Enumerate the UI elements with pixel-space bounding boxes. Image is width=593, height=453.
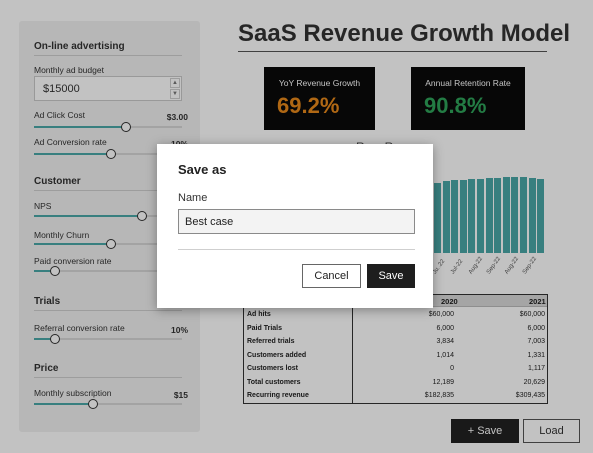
dialog-title: Save as xyxy=(178,162,227,177)
slider-fill xyxy=(34,270,55,272)
table-row-label: Total customers xyxy=(247,378,301,386)
page-title: SaaS Revenue Growth Model xyxy=(238,20,571,47)
slider-handle[interactable] xyxy=(49,266,60,276)
table-cell-2021: $309,435 xyxy=(515,392,545,399)
table-cell-2020: 0 xyxy=(450,365,454,372)
column-divider xyxy=(352,295,353,403)
referral-conversion-rate-label: Referral conversion rate xyxy=(34,323,125,333)
table-cell-2021: 20,629 xyxy=(523,378,545,386)
table-cell-2020: $60,000 xyxy=(428,311,454,318)
monthly-subscription-value: $15 xyxy=(173,390,188,400)
slider-handle[interactable] xyxy=(137,211,148,221)
chart-bar xyxy=(502,177,510,253)
nps-label: NPS xyxy=(34,201,52,211)
section-divider xyxy=(34,310,182,311)
referral-conversion-rate-slider[interactable] xyxy=(34,334,182,344)
kpi-annual-retention-rate: Annual Retention Rate 90.8% xyxy=(411,67,525,130)
chart-bar xyxy=(459,179,467,253)
table-row-label: Customers lost xyxy=(247,365,298,372)
kpi-label: YoY Revenue Growth xyxy=(278,78,361,88)
chart-bar xyxy=(434,182,441,253)
save-button[interactable]: + Save xyxy=(451,419,519,443)
kpi-value: 90.8% xyxy=(424,93,487,118)
chart-bar xyxy=(468,178,476,253)
confirm-save-button[interactable]: Save xyxy=(367,264,415,288)
table-cell-2021: $60,000 xyxy=(519,311,545,318)
chart-bar xyxy=(485,178,493,253)
section-title-trials: Trials xyxy=(34,296,61,307)
slider-handle[interactable] xyxy=(88,399,99,409)
kpi-label: Annual Retention Rate xyxy=(425,78,511,88)
column-header-2020: 2020 xyxy=(441,297,458,306)
ad-click-cost-value: $3.00 xyxy=(166,112,188,122)
referral-conversion-rate-value: 10% xyxy=(170,325,188,335)
name-field-label: Name xyxy=(178,192,208,204)
section-divider xyxy=(34,190,182,191)
cancel-button[interactable]: Cancel xyxy=(302,264,361,288)
chart-bar xyxy=(528,178,536,253)
monthly-churn-label: Monthly Churn xyxy=(34,230,90,240)
slider-fill xyxy=(34,215,143,217)
slider-handle[interactable] xyxy=(105,239,116,249)
kpi-value: 69.2% xyxy=(277,93,340,118)
dialog-divider xyxy=(178,249,415,250)
ad-click-cost-slider[interactable] xyxy=(34,122,182,132)
load-button[interactable]: Load xyxy=(523,419,580,443)
slider-handle[interactable] xyxy=(120,122,131,132)
chart-bar xyxy=(477,178,484,253)
ad-click-cost-label: Ad Click Cost xyxy=(34,110,86,120)
revenue-bar-chart xyxy=(434,175,545,253)
slider-fill xyxy=(34,126,126,128)
column-header-2021: 2021 xyxy=(529,297,546,306)
paid-conversion-rate-slider[interactable] xyxy=(34,266,182,276)
table-cell-2020: 6,000 xyxy=(436,324,454,332)
chart-bar xyxy=(451,180,459,253)
table-cell-2021: 1,331 xyxy=(527,351,545,359)
monthly-ad-budget-value: $15000 xyxy=(43,83,80,95)
monthly-subscription-slider[interactable] xyxy=(34,399,182,409)
slider-fill xyxy=(34,153,111,155)
slider-handle[interactable] xyxy=(105,149,116,159)
section-divider xyxy=(34,377,182,378)
table-cell-2021: 7,003 xyxy=(527,338,545,345)
kpi-yoy-revenue-growth: YoY Revenue Growth 69.2% xyxy=(264,67,375,130)
slider-fill xyxy=(34,338,55,340)
section-divider xyxy=(34,55,182,56)
monthly-ad-budget-label: Monthly ad budget xyxy=(34,65,104,75)
table-cell-2020: 3,834 xyxy=(436,338,454,345)
monthly-churn-slider[interactable] xyxy=(34,239,182,249)
table-row-label: Ad hits xyxy=(247,311,271,318)
ad-conversion-rate-slider[interactable] xyxy=(34,149,182,159)
section-title-online-advertising: On-line advertising xyxy=(34,41,125,52)
chart-bar xyxy=(494,178,502,253)
ad-conversion-rate-label: Ad Conversion rate xyxy=(34,137,107,147)
monthly-ad-budget-input[interactable]: $15000 ▲ ▼ xyxy=(34,76,182,101)
table-row-label: Customers added xyxy=(247,351,307,359)
slider-fill xyxy=(34,243,111,245)
slider-handle[interactable] xyxy=(49,334,60,344)
table-row-label: Recurring revenue xyxy=(247,392,309,399)
table-cell-2020: 1,014 xyxy=(436,351,454,359)
slider-fill xyxy=(34,403,94,405)
name-input[interactable] xyxy=(178,209,415,234)
chart-bar xyxy=(442,181,450,253)
section-title-customer: Customer xyxy=(34,176,81,187)
table-cell-2020: $182,835 xyxy=(424,392,454,399)
save-as-dialog: Save as Name Cancel Save xyxy=(157,144,433,308)
monthly-subscription-label: Monthly subscription xyxy=(34,388,112,398)
table-row-label: Paid Trials xyxy=(247,324,283,332)
chart-bar xyxy=(511,177,519,253)
increment-icon[interactable]: ▲ xyxy=(170,78,180,88)
decrement-icon[interactable]: ▼ xyxy=(170,89,180,99)
chart-bar xyxy=(537,178,545,253)
nps-slider[interactable] xyxy=(34,211,182,221)
table-cell-2020: 12,189 xyxy=(432,378,454,386)
title-divider xyxy=(238,51,547,52)
table-row-label: Referred trials xyxy=(247,338,295,345)
section-title-price: Price xyxy=(34,363,59,374)
table-cell-2021: 6,000 xyxy=(527,324,545,332)
table-cell-2021: 1,117 xyxy=(528,365,545,372)
chart-bar xyxy=(520,177,527,253)
paid-conversion-rate-label: Paid conversion rate xyxy=(34,256,112,266)
